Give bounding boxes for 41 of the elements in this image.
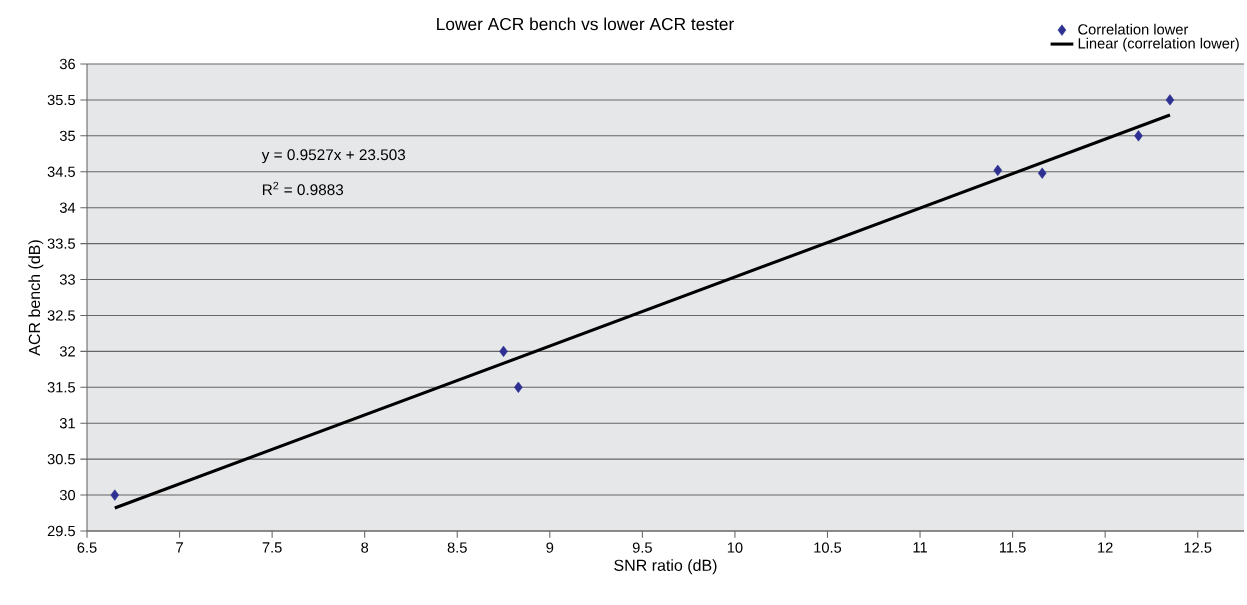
x-tick-label: 7.5 [262,542,282,553]
x-tick-label: 11.5 [999,542,1026,553]
y-tick-label: 29.5 [47,525,75,537]
y-axis-title: ACR bench (dB) [28,240,44,356]
legend-label: Correlation lower [1078,23,1189,35]
y-tick-label: 33.5 [47,238,75,249]
point [993,164,1003,176]
x-tick-label: 9 [546,542,554,553]
y-tick-label: 34 [59,202,76,213]
x-tick-label: 12.5 [1184,542,1212,553]
x-tick-label: 8.5 [447,542,467,553]
y-tick-label: 35 [59,130,75,142]
point [514,381,523,393]
y-tick-label: 35.5 [47,94,75,106]
annotation: R$^{2}$ = 0.9883 [262,181,344,196]
x-tick-label: 10.5 [814,542,842,553]
y-tick-label: 31.5 [47,382,75,393]
x-tick-label: 8 [361,542,369,553]
y-tick-label: 30 [59,489,76,501]
y-tick-label: 32.5 [47,310,75,321]
chart-title: Lower ACR bench vs lower ACR tester [437,17,734,31]
y-tick-label: 31 [59,418,75,429]
x-tick-label: 7 [176,542,183,553]
y-tick-label: 30.5 [47,453,75,465]
y-tick-label: 33 [59,274,75,285]
legend-label: Linear (correlation lower) [1078,37,1239,52]
x-tick-label: 9.5 [632,542,652,553]
point [1037,167,1047,179]
x-tick-label: 10 [727,542,743,553]
x-tick-label: 6.5 [77,542,97,553]
x-axis-title: SNR ratio (dB) [614,559,717,575]
point [110,489,120,501]
x-tick-label: 11 [913,542,927,553]
point [499,345,508,357]
point [1134,130,1143,142]
x-tick-label: 12 [1098,542,1113,553]
annotation: y = 0.9527x + 23.503 [261,149,406,164]
point [1165,94,1175,106]
y-tick-label: 32 [59,346,75,357]
y-tick-label: 34.5 [47,166,75,177]
y-tick-label: 36 [59,58,75,70]
